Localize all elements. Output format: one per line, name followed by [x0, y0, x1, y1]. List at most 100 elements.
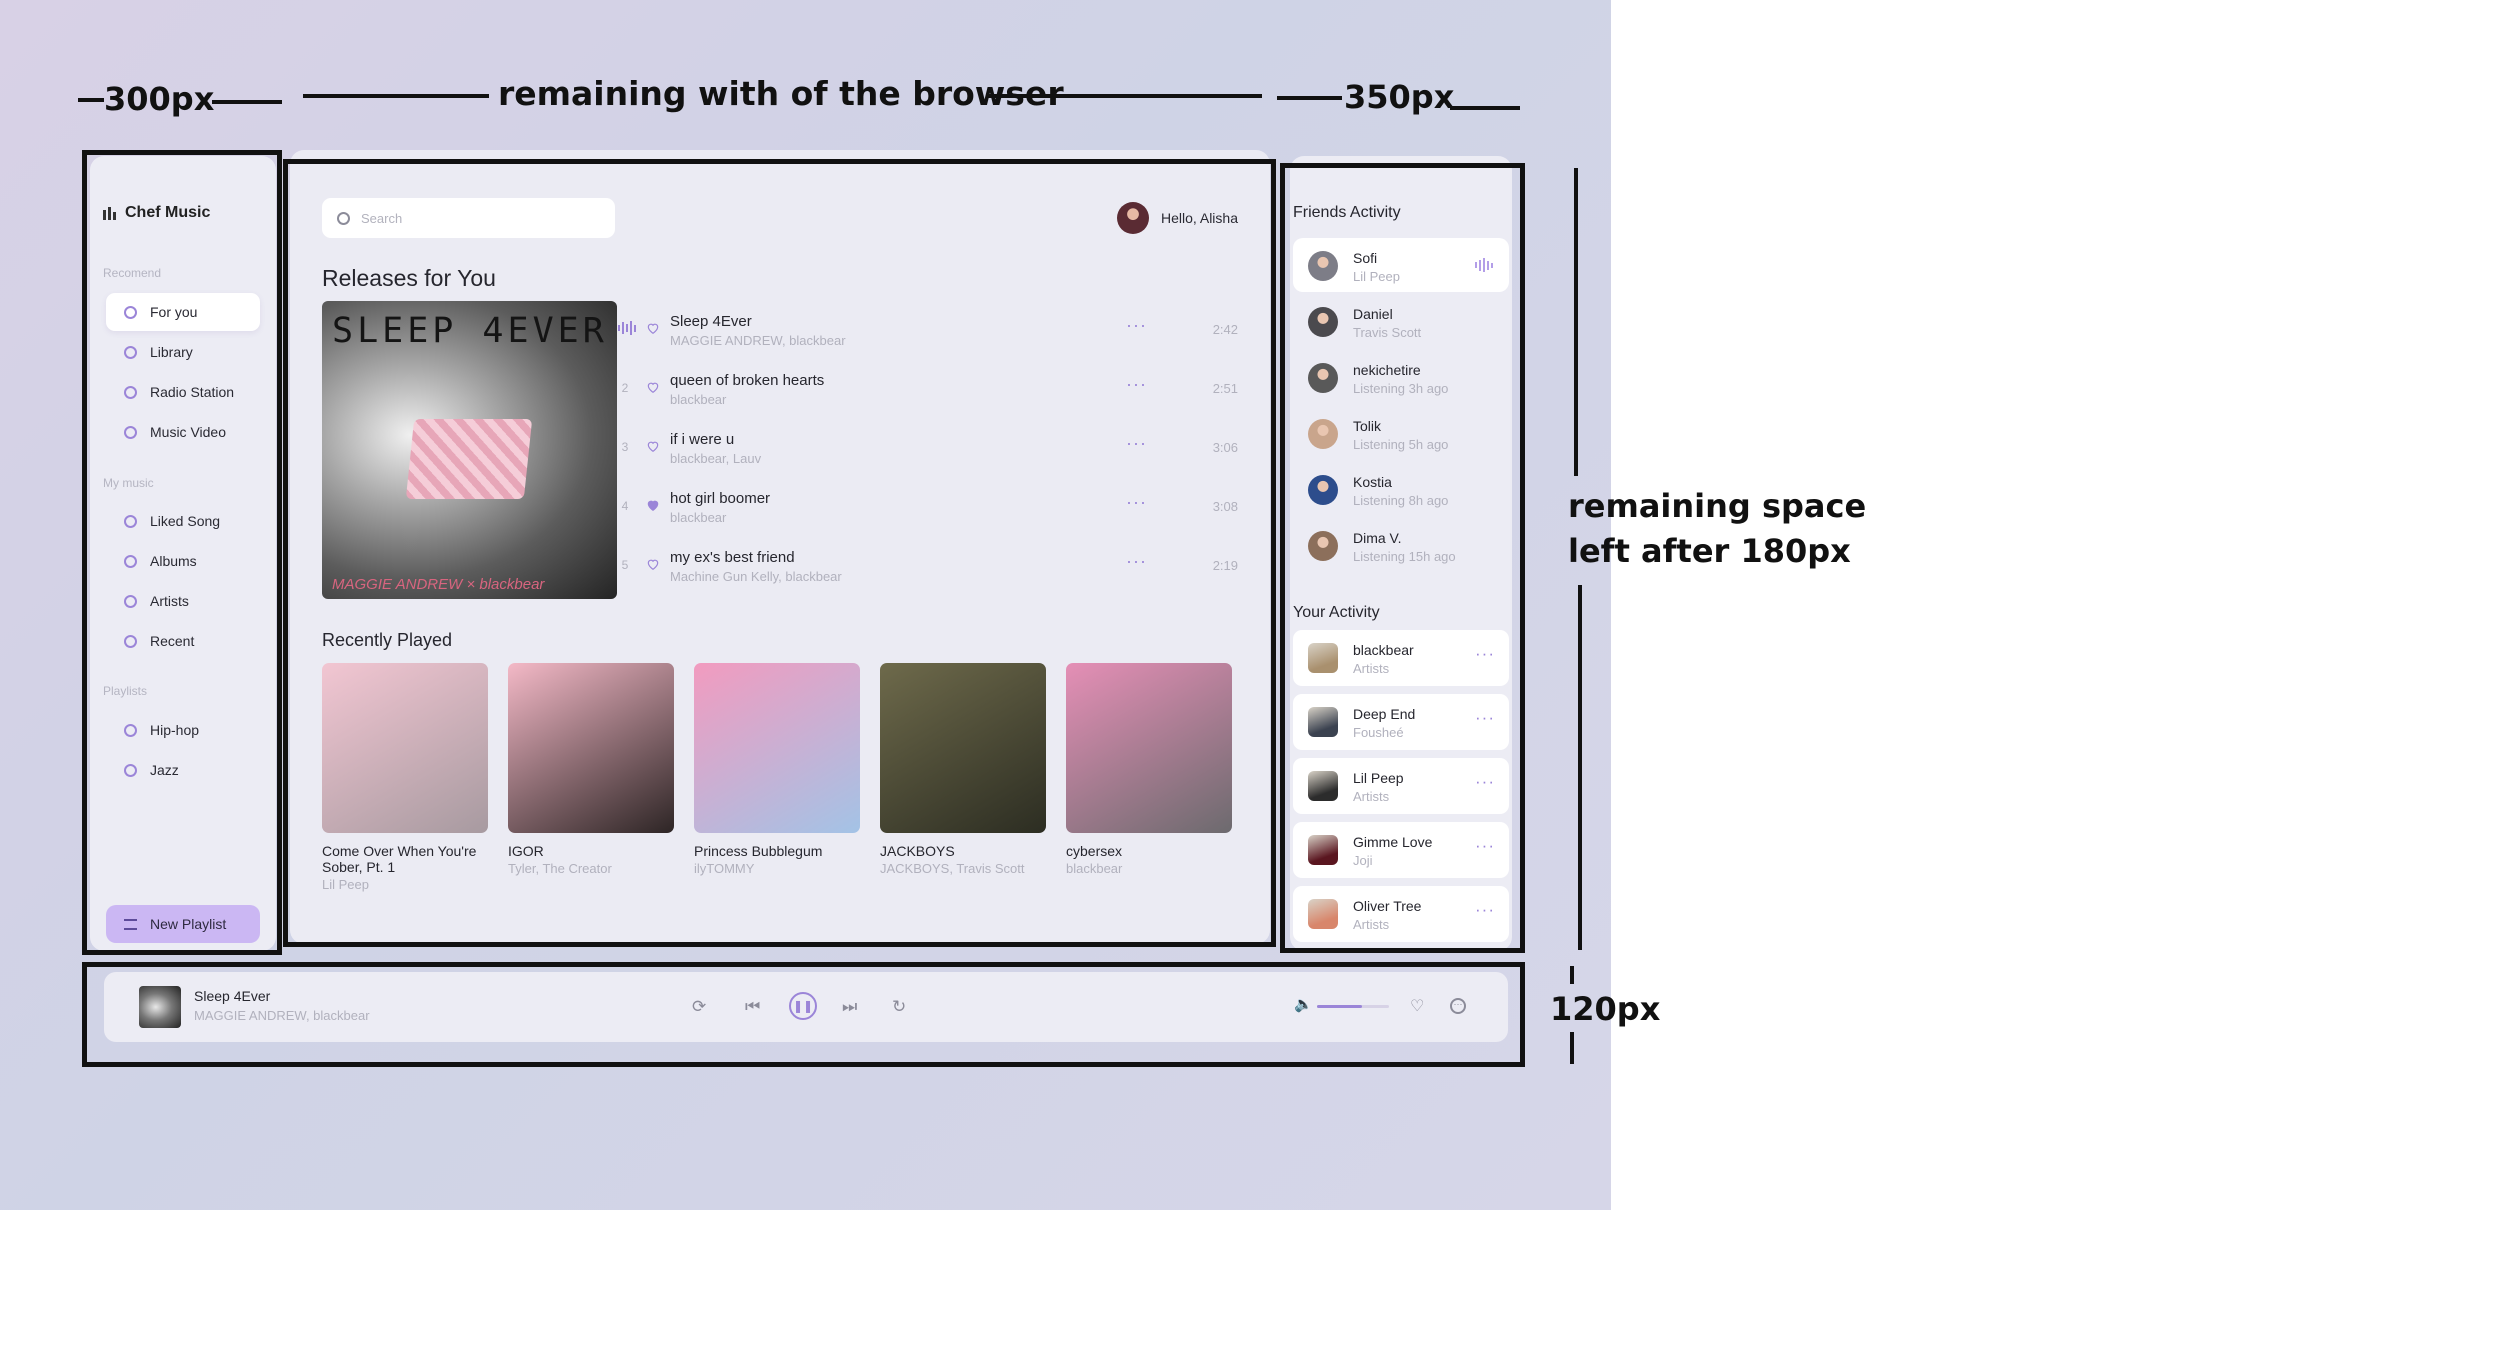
more-icon[interactable]: ··· — [1475, 772, 1495, 791]
friend-name[interactable]: Tolik — [1353, 418, 1382, 434]
search-input[interactable]: Search — [361, 210, 403, 226]
friend-item[interactable]: Dima V. Listening 15h ago — [1293, 518, 1509, 572]
more-icon[interactable]: ··· — [1126, 374, 1147, 394]
album-art[interactable] — [322, 663, 488, 833]
album-art[interactable] — [1066, 663, 1232, 833]
activity-item[interactable]: Oliver Tree Artists ··· — [1293, 886, 1509, 942]
friend-item[interactable]: Tolik Listening 5h ago — [1293, 406, 1509, 460]
heart-icon[interactable] — [646, 380, 660, 394]
now-playing-title[interactable]: Sleep 4Ever — [194, 988, 271, 1004]
track-row[interactable]: 3 if i were u blackbear, Lauv ··· 3:06 — [618, 419, 1238, 475]
more-icon[interactable]: ··· — [1126, 551, 1147, 571]
sidebar-item-radio-station[interactable]: Radio Station — [106, 373, 260, 411]
activity-name[interactable]: Oliver Tree — [1353, 898, 1422, 914]
sidebar-item-music-video[interactable]: Music Video — [106, 413, 260, 451]
track-title[interactable]: queen of broken hearts — [670, 372, 825, 389]
album-art[interactable] — [880, 663, 1046, 833]
sidebar-item-hip-hop[interactable]: Hip-hop — [106, 711, 260, 749]
friend-name[interactable]: nekichetire — [1353, 362, 1421, 378]
avatar[interactable] — [1308, 307, 1338, 337]
sidebar-item-recent[interactable]: Recent — [106, 622, 260, 660]
activity-thumbnail[interactable] — [1308, 707, 1338, 737]
activity-item[interactable]: Gimme Love Joji ··· — [1293, 822, 1509, 878]
track-artist[interactable]: Machine Gun Kelly, blackbear — [670, 569, 842, 584]
avatar[interactable] — [1308, 363, 1338, 393]
activity-name[interactable]: Gimme Love — [1353, 834, 1433, 850]
more-icon[interactable]: ··· — [1475, 836, 1495, 855]
album-title[interactable]: Come Over When You're Sober, Pt. 1 — [322, 843, 477, 875]
friend-item[interactable]: nekichetire Listening 3h ago — [1293, 350, 1509, 404]
album-title[interactable]: Princess Bubblegum — [694, 843, 823, 859]
track-title[interactable]: if i were u — [670, 431, 735, 448]
friend-name[interactable]: Kostia — [1353, 474, 1392, 490]
search-box[interactable]: Search — [322, 198, 615, 238]
more-icon[interactable]: ··· — [1450, 998, 1466, 1014]
activity-thumbnail[interactable] — [1308, 771, 1338, 801]
heart-filled-icon[interactable] — [646, 498, 660, 512]
brand[interactable]: Chef Music — [103, 204, 210, 222]
heart-icon[interactable] — [646, 557, 660, 571]
previous-icon[interactable]: ⏮ — [745, 997, 761, 1016]
activity-name[interactable]: Deep End — [1353, 706, 1416, 722]
sidebar-item-for-you[interactable]: For you — [106, 293, 260, 331]
avatar[interactable] — [1308, 531, 1338, 561]
album-card[interactable]: JACKBOYS JACKBOYS, Travis Scott — [880, 663, 1046, 876]
track-row[interactable]: 2 queen of broken hearts blackbear ··· 2:51 — [618, 360, 1238, 416]
track-row[interactable]: 5 my ex's best friend Machine Gun Kelly, b… — [618, 537, 1238, 593]
sidebar-item-jazz[interactable]: Jazz — [106, 751, 260, 789]
friend-name[interactable]: Daniel — [1353, 306, 1393, 322]
track-title[interactable]: Sleep 4Ever — [670, 313, 752, 330]
more-icon[interactable]: ··· — [1475, 644, 1495, 663]
shuffle-icon[interactable]: ⟳ — [692, 997, 707, 1016]
album-card[interactable]: Princess Bubblegum ilyTOMMY — [694, 663, 860, 876]
activity-item[interactable]: blackbear Artists ··· — [1293, 630, 1509, 686]
avatar[interactable] — [1308, 475, 1338, 505]
sidebar-item-library[interactable]: Library — [106, 333, 260, 371]
album-title[interactable]: IGOR — [508, 843, 544, 859]
heart-icon[interactable] — [646, 321, 660, 335]
sidebar-item-liked-song[interactable]: Liked Song — [106, 502, 260, 540]
album-artist[interactable]: Tyler, The Creator — [508, 861, 612, 876]
friend-item[interactable]: Sofi Lil Peep — [1293, 238, 1509, 292]
track-title[interactable]: hot girl boomer — [670, 490, 771, 507]
track-row[interactable]: 4 hot girl boomer blackbear ··· 3:08 — [618, 478, 1238, 534]
more-icon[interactable]: ··· — [1126, 433, 1147, 453]
heart-icon[interactable] — [646, 439, 660, 453]
repeat-icon[interactable]: ↻ — [892, 997, 907, 1016]
album-artist[interactable]: ilyTOMMY — [694, 861, 755, 876]
sidebar-item-artists[interactable]: Artists — [106, 582, 260, 620]
now-playing-art[interactable] — [139, 986, 181, 1028]
activity-thumbnail[interactable] — [1308, 899, 1338, 929]
user-menu[interactable]: Hello, Alisha — [1116, 202, 1238, 234]
pause-button[interactable]: ❚❚ — [789, 992, 817, 1020]
activity-thumbnail[interactable] — [1308, 835, 1338, 865]
track-artist[interactable]: MAGGIE ANDREW, blackbear — [670, 333, 846, 348]
release-cover[interactable]: SLEEP 4EVER MAGGIE ANDREW × blackbear — [322, 301, 617, 599]
more-icon[interactable]: ··· — [1475, 708, 1495, 727]
album-artist[interactable]: blackbear — [1066, 861, 1123, 876]
track-row[interactable]: Sleep 4Ever MAGGIE ANDREW, blackbear ··· 2:… — [618, 301, 1238, 357]
heart-icon[interactable]: ♡ — [1410, 998, 1425, 1015]
album-title[interactable]: JACKBOYS — [880, 843, 955, 859]
album-card[interactable]: Come Over When You're Sober, Pt. 1 Lil Pe… — [322, 663, 488, 892]
volume-slider[interactable] — [1317, 1005, 1389, 1008]
track-artist[interactable]: blackbear — [670, 392, 727, 407]
friend-item[interactable]: Kostia Listening 8h ago — [1293, 462, 1509, 516]
activity-name[interactable]: Lil Peep — [1353, 770, 1404, 786]
track-title[interactable]: my ex's best friend — [670, 549, 795, 566]
friend-item[interactable]: Daniel Travis Scott — [1293, 294, 1509, 348]
album-artist[interactable]: Lil Peep — [322, 877, 369, 892]
album-title[interactable]: cybersex — [1066, 843, 1123, 859]
track-artist[interactable]: blackbear, Lauv — [670, 451, 762, 466]
album-art[interactable] — [694, 663, 860, 833]
avatar[interactable] — [1308, 251, 1338, 281]
friend-name[interactable]: Dima V. — [1353, 530, 1402, 546]
activity-item[interactable]: Lil Peep Artists ··· — [1293, 758, 1509, 814]
activity-item[interactable]: Deep End Fousheé ··· — [1293, 694, 1509, 750]
avatar[interactable] — [1116, 202, 1149, 234]
more-icon[interactable]: ··· — [1126, 315, 1147, 335]
more-icon[interactable]: ··· — [1126, 492, 1147, 512]
sidebar-item-albums[interactable]: Albums — [106, 542, 260, 580]
new-playlist-button[interactable]: New Playlist — [106, 905, 260, 943]
volume-icon[interactable]: 🔈 — [1294, 996, 1313, 1013]
